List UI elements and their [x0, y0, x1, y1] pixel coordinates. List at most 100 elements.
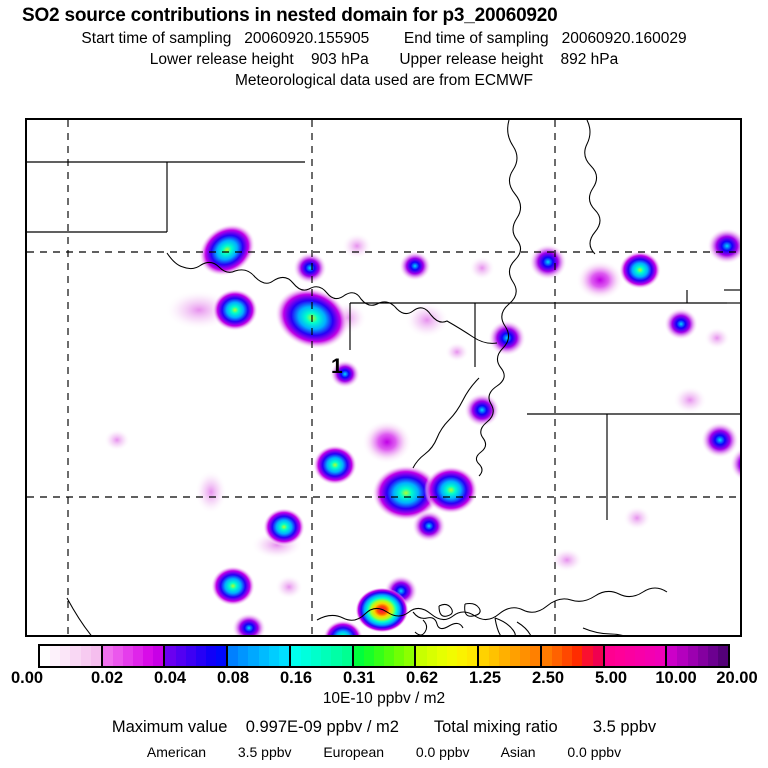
colorbar-step [80, 646, 91, 666]
colorbar-step [153, 646, 164, 666]
colorbar-tick: 1.25 [468, 669, 502, 687]
colorbar-tick: 2.50 [531, 669, 565, 687]
colorbar-tick: 5.00 [594, 669, 628, 687]
maximum-value: 0.997E-09 ppbv / m2 [245, 718, 399, 736]
colorbar [38, 644, 730, 668]
upper-release-value: 892 hPa [560, 51, 619, 68]
colorbar-segment [667, 646, 729, 666]
gridline-layer [27, 120, 740, 635]
colorbar-step [331, 646, 342, 666]
colorbar-step [90, 646, 101, 666]
colorbar-step [268, 646, 279, 666]
colorbar-step [655, 646, 666, 666]
colorbar-step [143, 646, 154, 666]
colorbar-tick: 20.00 [716, 669, 758, 687]
colorbar-step [552, 646, 563, 666]
colorbar-step [363, 646, 374, 666]
american-label: American [146, 744, 207, 760]
colorbar-tick: 0.62 [405, 669, 439, 687]
colorbar-step [301, 646, 312, 666]
colorbar-step [446, 646, 457, 666]
colorbar-step [592, 646, 603, 666]
colorbar-segment [479, 646, 542, 666]
colorbar-step [416, 646, 427, 666]
colorbar-step [165, 646, 176, 666]
colorbar-tick: 0.04 [153, 669, 187, 687]
colorbar-tick: 0.08 [216, 669, 250, 687]
page-title: SO2 source contributions in nested domai… [22, 5, 558, 26]
colorbar-step [205, 646, 217, 666]
colorbar-step [216, 646, 227, 666]
colorbar-step [185, 646, 196, 666]
colorbar-segment [102, 646, 166, 666]
colorbar-step [697, 646, 708, 666]
colorbar-step [541, 646, 552, 666]
start-time-value: 20060920.155905 [244, 30, 370, 47]
total-mixing-ratio-label: Total mixing ratio [433, 718, 558, 736]
colorbar-step [278, 646, 289, 666]
end-time-value: 20060920.160029 [561, 30, 687, 47]
colorbar-step [707, 646, 718, 666]
colorbar-step [489, 646, 500, 666]
colorbar-step [687, 646, 698, 666]
colorbar-tick: 10.00 [655, 669, 697, 687]
colorbar-step [384, 646, 395, 666]
total-mixing-ratio-value: 3.5 ppbv [592, 718, 657, 736]
colorbar-unit-label: 10E-10 ppbv / m2 [322, 690, 446, 707]
colorbar-step [258, 646, 269, 666]
colorbar-step [341, 646, 352, 666]
colorbar-step [248, 646, 259, 666]
colorbar-step [645, 646, 656, 666]
colorbar-step [582, 646, 593, 666]
state-borders [27, 161, 740, 520]
summary-row-primary: Maximum value 0.997E-09 ppbv / m2 Total … [0, 718, 768, 737]
colorbar-step [50, 646, 61, 666]
sampling-time-row: Start time of sampling 20060920.155905 E… [0, 30, 768, 48]
colorbar-step [436, 646, 447, 666]
colorbar-step [238, 646, 249, 666]
release-height-row: Lower release height 903 hPa Upper relea… [0, 51, 768, 69]
colorbar-step [133, 646, 144, 666]
colorbar-step [373, 646, 385, 666]
colorbar-step [667, 646, 678, 666]
gridline-label-1: 1 [331, 355, 343, 378]
colorbar-step [122, 646, 134, 666]
colorbar-tick: 0.16 [279, 669, 313, 687]
colorbar-segment [40, 646, 103, 666]
colorbar-step [404, 646, 415, 666]
colorbar-step [479, 646, 490, 666]
upper-release-label: Upper release height [399, 51, 544, 68]
colorbar-step [717, 646, 729, 666]
colorbar-step [40, 646, 51, 666]
colorbar-step [677, 646, 688, 666]
colorbar-step [102, 646, 113, 666]
colorbar-step [426, 646, 437, 666]
start-time-label: Start time of sampling [81, 30, 232, 47]
colorbar-step [195, 646, 206, 666]
colorbar-step [60, 646, 71, 666]
colorbar-step [634, 646, 646, 666]
colorbar-segment [541, 646, 605, 666]
colorbar-step [290, 646, 302, 666]
colorbar-segment [228, 646, 291, 666]
colorbar-tick-labels: 0.00 0.02 0.04 0.08 0.16 0.31 0.62 1.25 2.50 5.00… [0, 669, 768, 689]
colorbar-tick: 0.31 [342, 669, 376, 687]
plume-layer [104, 223, 740, 635]
colorbar-step [499, 646, 510, 666]
maximum-value-label: Maximum value [111, 718, 228, 736]
colorbar-segment [604, 646, 668, 666]
map-canvas [27, 120, 740, 635]
colorbar-step [456, 646, 468, 666]
figure-header: SO2 source contributions in nested domai… [0, 0, 768, 90]
end-time-label: End time of sampling [403, 30, 549, 47]
colorbar-step [175, 646, 186, 666]
colorbar-tick: 0.02 [90, 669, 124, 687]
colorbar-step [112, 646, 123, 666]
asian-label: Asian [500, 744, 536, 760]
colorbar-segment [416, 646, 480, 666]
colorbar-step [604, 646, 615, 666]
colorbar-step [321, 646, 332, 666]
met-data-line: Meteorological data used are from ECMWF [234, 72, 534, 89]
summary-row-regions: American 3.5 ppbv European 0.0 ppbv Asia… [0, 744, 768, 760]
